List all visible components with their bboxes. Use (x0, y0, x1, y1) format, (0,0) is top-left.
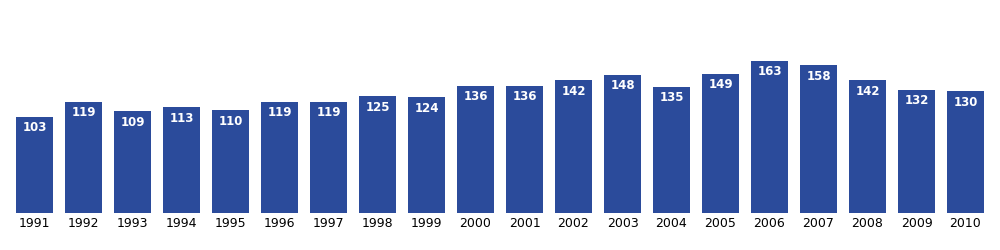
Text: 135: 135 (659, 91, 684, 104)
Bar (310, 102, 347, 212)
Text: 103: 103 (22, 121, 47, 134)
Bar (114, 111, 151, 212)
Text: 124: 124 (414, 102, 439, 114)
Text: 109: 109 (120, 116, 145, 128)
Text: 142: 142 (561, 85, 586, 98)
Bar (261, 102, 298, 212)
Bar (457, 86, 494, 212)
Text: 125: 125 (365, 101, 390, 114)
Text: 119: 119 (316, 106, 341, 119)
Text: 158: 158 (806, 70, 831, 83)
Bar (800, 65, 837, 212)
Text: 136: 136 (463, 90, 488, 104)
Bar (408, 97, 445, 212)
Bar (751, 60, 788, 212)
Text: 130: 130 (953, 96, 978, 109)
Text: 119: 119 (71, 106, 96, 119)
Text: 148: 148 (610, 79, 635, 92)
Text: 163: 163 (757, 65, 782, 78)
Text: 136: 136 (512, 90, 537, 104)
Text: 132: 132 (904, 94, 929, 107)
Bar (65, 102, 102, 212)
Text: 113: 113 (169, 112, 194, 125)
Bar (163, 107, 200, 212)
Text: 119: 119 (267, 106, 292, 119)
Bar (604, 74, 641, 212)
Bar (212, 110, 249, 212)
Bar (653, 87, 690, 212)
Bar (898, 90, 935, 212)
Text: 149: 149 (708, 78, 733, 91)
Text: 142: 142 (855, 85, 880, 98)
Text: 110: 110 (218, 115, 243, 128)
Bar (702, 74, 739, 212)
Bar (947, 91, 984, 212)
Bar (359, 96, 396, 212)
Bar (555, 80, 592, 212)
Bar (506, 86, 543, 212)
Bar (849, 80, 886, 212)
Bar (16, 116, 53, 212)
